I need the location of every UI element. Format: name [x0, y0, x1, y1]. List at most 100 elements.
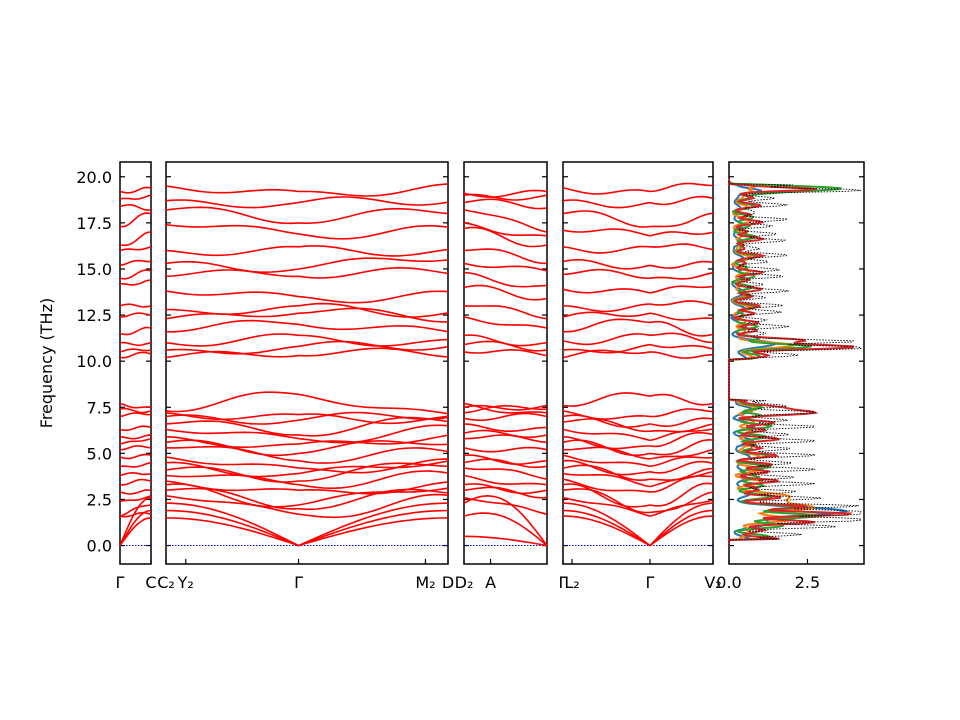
band-line — [463, 429, 548, 439]
band-line — [298, 207, 449, 225]
y-axis-title: Frequency (THz) — [37, 298, 56, 428]
band-line — [562, 472, 651, 488]
band-line — [298, 196, 449, 206]
band-line — [165, 495, 299, 515]
band-line — [165, 345, 299, 355]
band-line — [298, 266, 449, 279]
band-line — [165, 391, 299, 413]
band-line — [119, 509, 152, 546]
band-line — [298, 307, 448, 323]
band-line — [562, 303, 651, 313]
band-line — [562, 483, 651, 508]
band-line — [165, 436, 299, 448]
band-line — [562, 210, 651, 228]
band-line — [298, 224, 449, 240]
band-line — [463, 198, 548, 210]
band-line — [649, 243, 714, 251]
band-line — [463, 454, 548, 466]
band-line — [165, 319, 299, 333]
band-line — [119, 351, 152, 359]
band-line — [165, 517, 299, 547]
band-line — [119, 326, 152, 336]
band-line — [298, 458, 449, 474]
panel-gamma-v2 — [562, 161, 714, 565]
band-line — [463, 404, 548, 411]
band-line — [119, 434, 152, 440]
band-line — [463, 316, 548, 329]
band-line — [298, 245, 449, 257]
band-line — [562, 428, 651, 442]
band-line — [562, 228, 651, 237]
band-line — [649, 393, 714, 406]
x-tick-label: Y₂ — [177, 573, 194, 592]
band-line — [649, 456, 714, 468]
band-line — [298, 413, 449, 425]
x-tick-label: A — [485, 573, 496, 592]
band-line — [298, 493, 449, 519]
band-line — [649, 502, 714, 547]
band-line — [562, 258, 651, 270]
band-line — [562, 199, 651, 209]
band-line — [119, 453, 152, 460]
band-line — [649, 467, 714, 481]
band-line — [165, 206, 299, 225]
band-line — [463, 402, 548, 414]
band-line — [119, 496, 152, 546]
band-line — [119, 303, 152, 308]
band-line — [119, 312, 152, 318]
band-line — [562, 454, 651, 468]
dos-series-line — [728, 179, 855, 546]
band-line — [165, 290, 299, 298]
band-line — [649, 475, 714, 493]
band-line — [119, 203, 152, 212]
band-line — [649, 182, 714, 193]
y-tick-label: 20.0 — [76, 168, 112, 187]
band-line — [119, 425, 152, 432]
band-line — [119, 231, 152, 247]
band-line — [463, 193, 548, 201]
y-tick-label: 15.0 — [76, 260, 112, 279]
y-tick-label: 12.5 — [76, 306, 112, 325]
y-tick-label: 10.0 — [76, 352, 112, 371]
band-line — [463, 262, 548, 272]
band-line — [298, 447, 449, 464]
band-line — [298, 393, 449, 415]
band-line — [119, 402, 152, 409]
band-line — [119, 194, 152, 200]
panel-d2-a — [463, 161, 548, 565]
band-line — [649, 285, 714, 294]
band-line — [165, 350, 299, 359]
band-line — [165, 260, 299, 274]
band-line — [119, 478, 152, 486]
band-line — [562, 392, 651, 407]
band-line — [649, 351, 714, 359]
band-line — [562, 187, 651, 195]
band-line — [562, 464, 651, 482]
band-line — [298, 290, 449, 304]
band-line — [563, 318, 651, 333]
band-line — [119, 495, 152, 503]
panel-c2-d — [165, 161, 449, 565]
band-line — [649, 408, 714, 418]
y-tick-label: 2.5 — [87, 490, 112, 509]
y-tick-label: 17.5 — [76, 214, 112, 233]
band-line — [165, 305, 299, 316]
band-line — [165, 199, 299, 209]
band-line — [165, 428, 299, 440]
band-line — [298, 302, 449, 318]
x-tick-label: Γ — [559, 573, 568, 592]
band-line — [298, 411, 449, 421]
x-tick-label: D₂ — [455, 573, 474, 592]
band-line — [463, 226, 548, 248]
band-line — [649, 515, 714, 547]
band-line — [165, 245, 299, 257]
band-line — [463, 248, 548, 265]
band-line — [649, 431, 714, 448]
band-line — [562, 509, 651, 547]
band-line — [562, 288, 651, 294]
band-line — [165, 502, 299, 547]
band-line — [463, 412, 548, 422]
band-line — [649, 300, 714, 306]
band-line — [649, 212, 714, 228]
